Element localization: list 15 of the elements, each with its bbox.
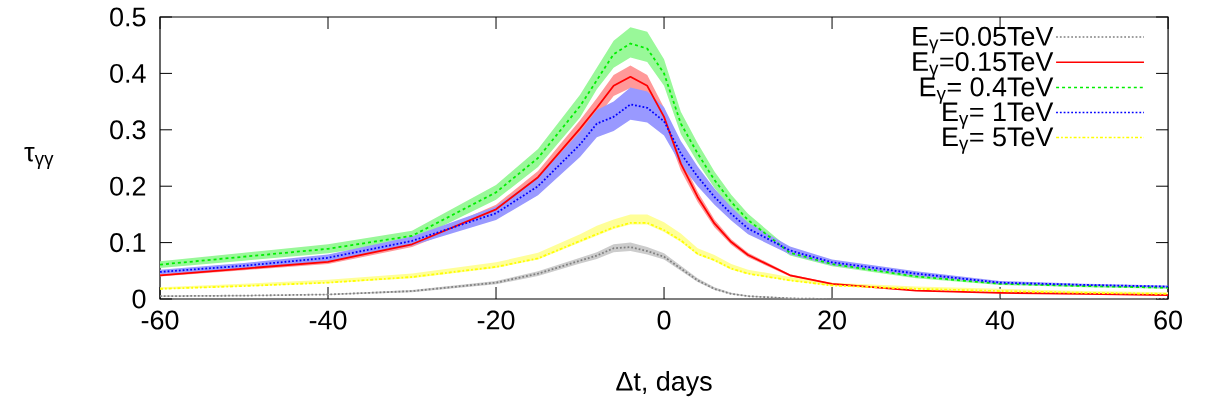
x-tick-label: 20 (818, 310, 846, 330)
y-tick-label: 0.1 (110, 233, 146, 253)
y-tick-label: 0.5 (110, 7, 146, 27)
x-axis-title: Δt, days (616, 371, 712, 397)
y-tick-label: 0.4 (110, 63, 146, 83)
x-tick-label: -40 (309, 310, 347, 330)
x-tick-label: 40 (985, 310, 1014, 330)
y-tick-label: 0.2 (110, 176, 146, 196)
y-tick-label: 0.3 (110, 120, 146, 140)
y-axis-title: τ$_{γγ}$ (24, 147, 54, 169)
x-tick-label: 0 (657, 310, 671, 330)
x-tick-label: -20 (477, 310, 515, 330)
x-tick-label: -60 (141, 310, 179, 330)
y-tick-label: 0 (132, 289, 146, 309)
x-tick-label: 60 (1154, 310, 1182, 330)
